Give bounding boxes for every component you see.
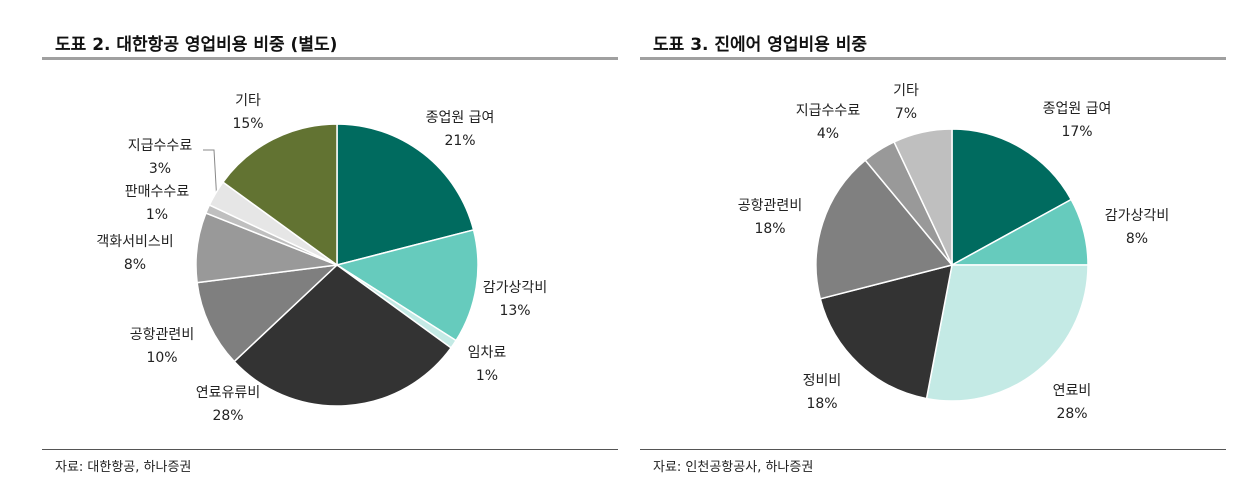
chart1-slice-label: 연료유류비 xyxy=(196,385,260,401)
chart1-leader-line xyxy=(203,149,218,204)
chart1-slice-pct: 28% xyxy=(212,408,243,424)
chart2-slice-2 xyxy=(925,264,1089,402)
chart1-source: 자료: 대한항공, 하나증권 xyxy=(55,460,192,475)
chart1-footer-rule xyxy=(42,449,618,450)
chart2-slice-label: 정비비 xyxy=(803,373,842,389)
chart1-slice-label: 공항관련비 xyxy=(130,327,194,343)
chart2-slice-4 xyxy=(815,159,954,300)
chart1-slice-label: 객화서비스비 xyxy=(96,234,173,250)
chart1-slice-pct: 13% xyxy=(499,303,530,319)
chart2-slice-pct: 18% xyxy=(806,396,837,412)
chart2-slice-label: 연료비 xyxy=(1053,383,1092,399)
chart2-slice-label: 공항관련비 xyxy=(738,198,802,214)
chart2-title-rule xyxy=(640,57,1226,60)
chart2-slice-pct: 8% xyxy=(1126,231,1148,247)
chart1-slice-label: 임차료 xyxy=(468,345,507,361)
chart1-slice-4 xyxy=(196,263,340,363)
chart2-title: 도표 3. 진에어 영업비용 비중 xyxy=(653,35,868,55)
chart2-slice-pct: 18% xyxy=(754,221,785,237)
chart2-slice-3 xyxy=(819,263,953,400)
chart2-slice-pct: 17% xyxy=(1061,124,1092,140)
chart1-slice-3 xyxy=(233,264,453,407)
chart2-footer-rule xyxy=(640,449,1226,450)
chart1-slice-pct: 10% xyxy=(146,350,177,366)
chart1-slice-label: 지급수수료 xyxy=(128,138,193,154)
chart1-slice-pct: 3% xyxy=(149,161,171,177)
chart1-slice-label: 감가상각비 xyxy=(483,280,547,296)
chart1-slice-pct: 15% xyxy=(232,116,263,132)
chart1-slice-pct: 21% xyxy=(444,133,475,149)
chart2-slice-pct: 28% xyxy=(1056,406,1087,422)
chart2-slice-pct: 7% xyxy=(895,106,917,122)
chart2-slice-label: 기타 xyxy=(893,83,919,99)
chart1-slice-1 xyxy=(335,229,479,342)
chart1-title-rule xyxy=(42,57,618,60)
chart1-slice-8 xyxy=(221,123,338,267)
chart2-slice-6 xyxy=(893,128,953,266)
chart1-slice-label: 판매수수료 xyxy=(125,184,190,200)
chart2-slice-label: 종업원 급여 xyxy=(1043,101,1112,117)
chart1-slice-pct: 1% xyxy=(476,368,498,384)
chart2-source: 자료: 인천공항공사, 하나증권 xyxy=(653,460,814,475)
chart1-slice-label: 기타 xyxy=(235,93,261,109)
chart1-title: 도표 2. 대한항공 영업비용 비중 (별도) xyxy=(55,35,338,55)
chart2-slice-pct: 4% xyxy=(817,126,839,142)
chart1-slice-pct: 1% xyxy=(146,207,168,223)
chart1-slice-pct: 8% xyxy=(124,257,146,273)
chart2-slice-label: 지급수수료 xyxy=(796,103,861,119)
chart1-slice-label: 종업원 급여 xyxy=(426,110,495,126)
chart1-slice-0 xyxy=(336,123,475,266)
chart2-slice-0 xyxy=(951,128,1073,267)
chart2-slice-label: 감가상각비 xyxy=(1105,208,1169,224)
